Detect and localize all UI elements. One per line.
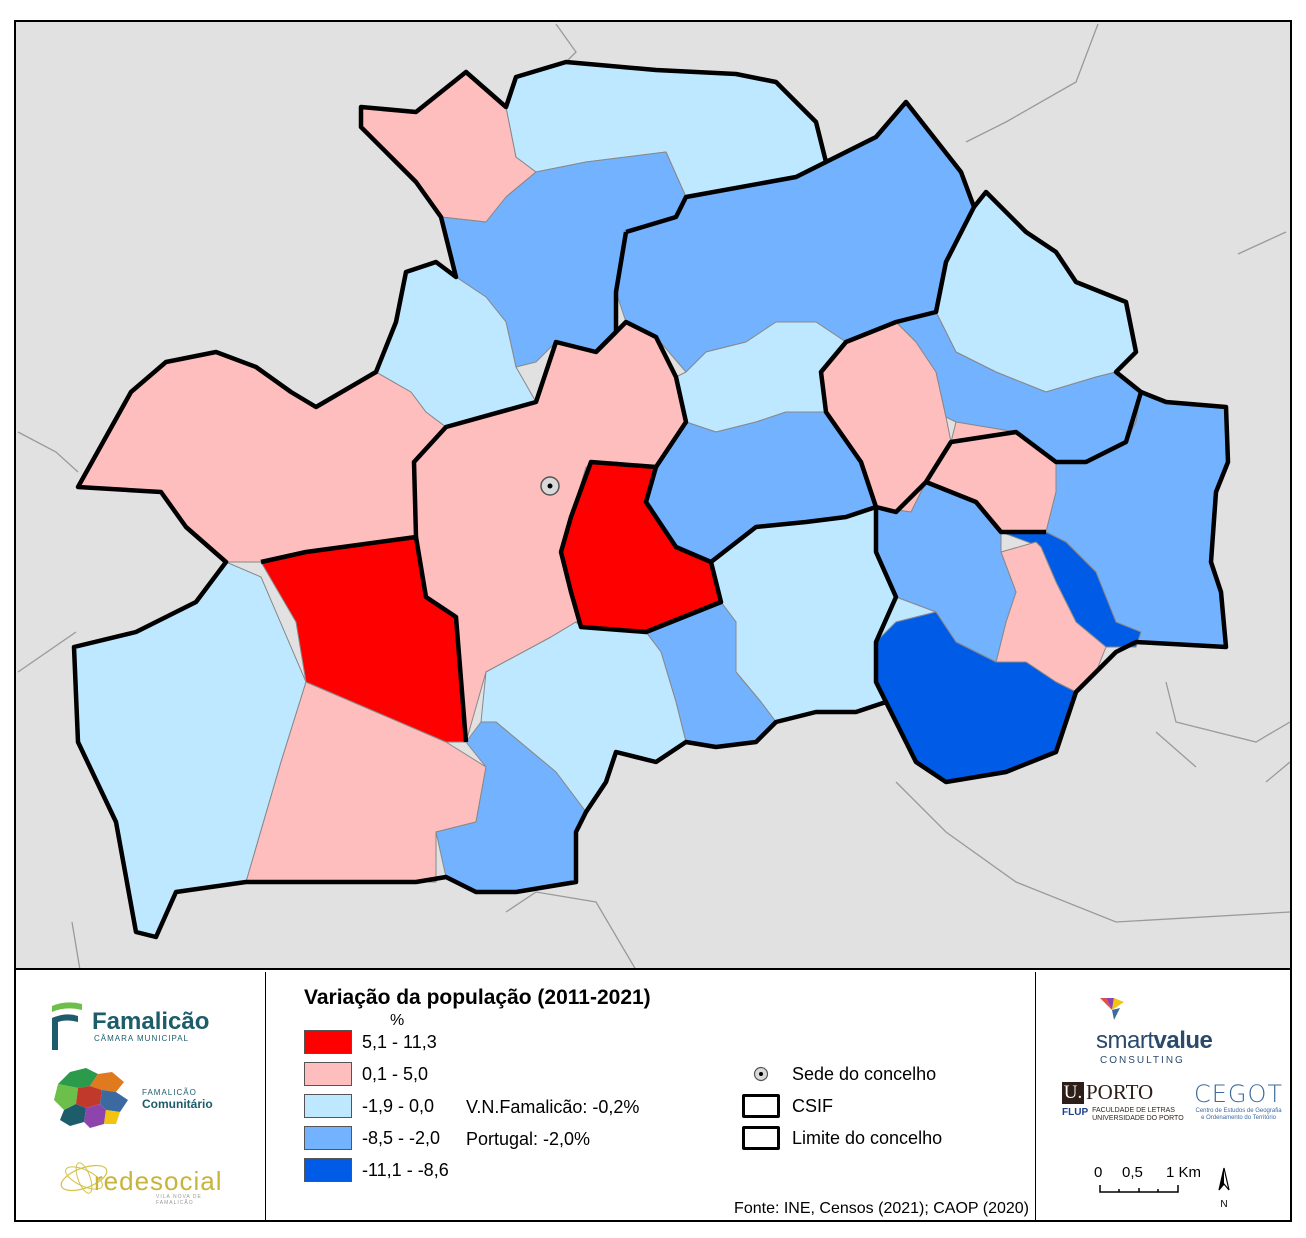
legend-unit: %	[390, 1012, 405, 1029]
scale-bar: 0 0,5 1 Km	[1092, 1164, 1212, 1200]
legend-class-1: 5,1 - 11,3	[304, 1030, 437, 1054]
logos-left: Famalicão CÂMARA MUNICIPAL FAMALICÃO	[16, 972, 266, 1220]
flup-line-2: UNIVERSIDADE DO PORTO	[1092, 1115, 1184, 1122]
legend-boundary-label: Limite do concelho	[792, 1127, 943, 1148]
north-label: N	[1220, 1199, 1228, 1210]
smartvalue-sub: CONSULTING	[1100, 1055, 1185, 1066]
smartvalue-name-a: smart	[1096, 1027, 1154, 1054]
legend-swatch-5	[304, 1158, 352, 1182]
cegot-logo: CEGOT Centro de Estudos de Geografia e O…	[1194, 1080, 1283, 1122]
famalicao-sub: CÂMARA MUNICIPAL	[94, 1033, 189, 1043]
seat-icon	[753, 1066, 769, 1082]
map-area	[16, 22, 1290, 970]
redesocial-name: redesocial	[94, 1166, 223, 1196]
note-portugal: Portugal: -2,0%	[466, 1129, 591, 1149]
scale-label-0: 0	[1094, 1164, 1103, 1181]
comunitario-logo: FAMALICÃO Comunitário	[50, 1064, 213, 1134]
redesocial-swirl-icon	[60, 1162, 108, 1194]
legend-swatch-3	[304, 1094, 352, 1118]
csif-boundaries	[71, 59, 1231, 940]
legend-panel: Famalicão CÂMARA MUNICIPAL FAMALICÃO	[16, 972, 1290, 1220]
source-text: Fonte: INE, Censos (2021); CAOP (2020)	[734, 1200, 1029, 1217]
parish-west-upper	[77, 351, 447, 563]
legend-label-5: -11,1 - -8,6	[362, 1159, 449, 1180]
neighbor-boundaries	[17, 23, 1290, 968]
comunitario-top: FAMALICÃO	[142, 1087, 197, 1097]
uporto-porto: PORTO	[1086, 1080, 1154, 1104]
choropleth-map	[17, 23, 1290, 968]
famalicao-logo: Famalicão CÂMARA MUNICIPAL	[48, 1000, 209, 1052]
legend-class-4: -8,5 - -2,0	[304, 1126, 440, 1150]
legend-boundary: Limite do concelho	[742, 1124, 942, 1152]
legend-seat: Sede do concelho	[742, 1060, 936, 1088]
legend-swatch-1	[304, 1030, 352, 1054]
famalicao-mark-icon	[52, 1002, 82, 1050]
flup-line-1: FACULDADE DE LETRAS	[1092, 1107, 1175, 1114]
smartvalue-mark-icon	[1100, 998, 1124, 1020]
cegot-line-2: e Ordenamento do Território	[1201, 1115, 1276, 1121]
map-frame: Famalicão CÂMARA MUNICIPAL FAMALICÃO	[14, 20, 1292, 1222]
comunitario-name: Comunitário	[142, 1096, 213, 1111]
scale-label-2: 1 Km	[1166, 1164, 1202, 1181]
flup-label: FLUP	[1062, 1107, 1089, 1118]
scale-bar-graphic	[1099, 1185, 1179, 1193]
uporto-logo: U. PORTO FLUP FACULDADE DE LETRAS UNIVER…	[1062, 1080, 1184, 1123]
redesocial-sub: VILA NOVA DE FAMALICÃO	[156, 1194, 202, 1206]
legend-class-5: -11,1 - -8,6	[304, 1158, 449, 1182]
legend-class-3: -1,9 - 0,0	[304, 1094, 434, 1118]
smartvalue-name-b: value	[1153, 1027, 1213, 1054]
boundary-box-icon	[742, 1126, 780, 1150]
legend-label-2: 0,1 - 5,0	[362, 1063, 429, 1084]
legend-seat-label: Sede do concelho	[792, 1063, 937, 1084]
legend-label-1: 5,1 - 11,3	[362, 1031, 437, 1052]
scale-label-1: 0,5	[1122, 1164, 1143, 1181]
famalicao-name: Famalicão	[92, 1007, 210, 1035]
legend-class-2: 0,1 - 5,0	[304, 1062, 428, 1086]
legend-swatch-2	[304, 1062, 352, 1086]
seat-symbol-map	[540, 476, 560, 496]
redesocial-logo: redesocial VILA NOVA DE FAMALICÃO	[54, 1152, 234, 1206]
legend-csif-label: CSIF	[792, 1095, 834, 1116]
cegot-name: CEGOT	[1194, 1080, 1284, 1108]
note-vnf: V.N.Famalicão: -0,2%	[466, 1097, 640, 1117]
legend-csif: CSIF	[742, 1092, 833, 1120]
smartvalue-logo: smartvalue CONSULTING	[1096, 996, 1213, 1066]
legend-label-4: -8,5 - -2,0	[362, 1127, 441, 1148]
cegot-line-1: Centro de Estudos de Geografia	[1195, 1108, 1282, 1114]
legend-label-3: -1,9 - 0,0	[362, 1095, 435, 1116]
north-arrow: N	[1214, 1166, 1234, 1210]
north-arrow-icon	[1218, 1167, 1230, 1191]
parish-south-west	[245, 681, 487, 883]
uporto-u: U.	[1062, 1081, 1084, 1104]
comunitario-mosaic-icon	[54, 1068, 128, 1128]
csif-box-icon	[742, 1094, 780, 1118]
logos-right: smartvalue CONSULTING U. PORTO FLUP FACU…	[1036, 972, 1290, 1220]
legend-title: Variação da população (2011-2021)	[304, 986, 651, 1009]
legend-swatch-4	[304, 1126, 352, 1150]
legend: Variação da população (2011-2021) % 5,1 …	[266, 972, 1036, 1220]
